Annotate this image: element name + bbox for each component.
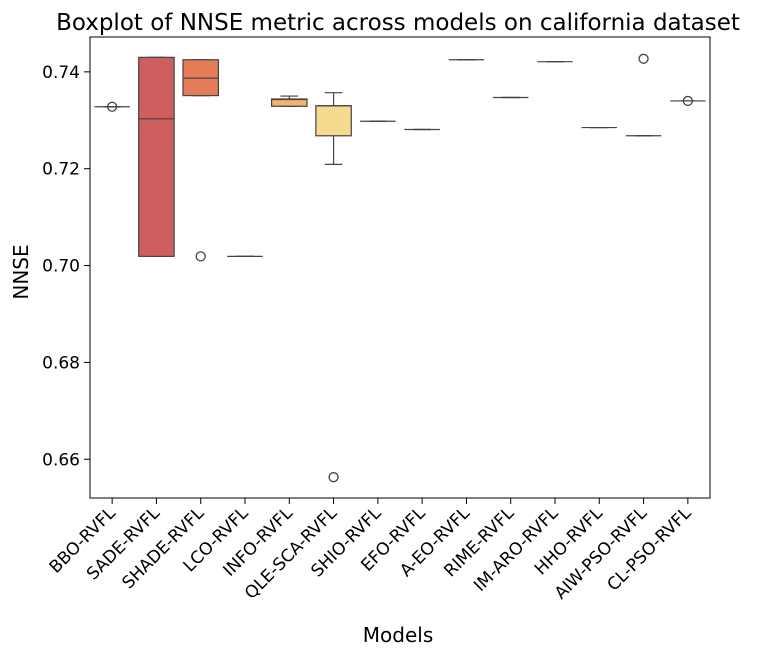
outlier-point: [106, 101, 118, 112]
y-tick-label: 0.74: [42, 63, 80, 83]
plot-frame: [89, 36, 711, 499]
outlier-point: [682, 95, 694, 107]
box-info-rvfl: [270, 95, 308, 107]
x-axis-label: Models: [363, 623, 433, 647]
outlier-point: [638, 53, 649, 64]
box-aiw-pso-rvfl: [625, 53, 662, 137]
chart-title: Boxplot of NNSE metric across models on …: [56, 10, 740, 36]
box-bbo-rvfl: [94, 101, 130, 112]
y-axis: 0.66 0.68 0.70 0.72 0.74: [42, 63, 90, 470]
box-shade-rvfl: [182, 59, 220, 262]
box-body: [270, 98, 308, 107]
plot-area: [94, 53, 706, 483]
y-tick-label: 0.72: [42, 160, 80, 180]
box-body: [315, 105, 352, 137]
box-cl-pso-rvfl: [670, 95, 706, 107]
y-tick-label: 0.66: [42, 450, 80, 470]
outlier-point: [328, 472, 339, 483]
box-qle-sca-rvfl: [315, 92, 352, 483]
box-body: [138, 56, 175, 257]
box-sade-rvfl: [138, 56, 175, 257]
outlier-point: [195, 251, 206, 262]
y-axis-label: NNSE: [9, 244, 33, 299]
x-axis: BBO-RVFLSADE-RVFLSHADE-RVFLLCO-RVFLINFO-…: [46, 498, 696, 604]
y-tick-label: 0.68: [42, 353, 80, 373]
y-tick-label: 0.70: [42, 257, 80, 277]
